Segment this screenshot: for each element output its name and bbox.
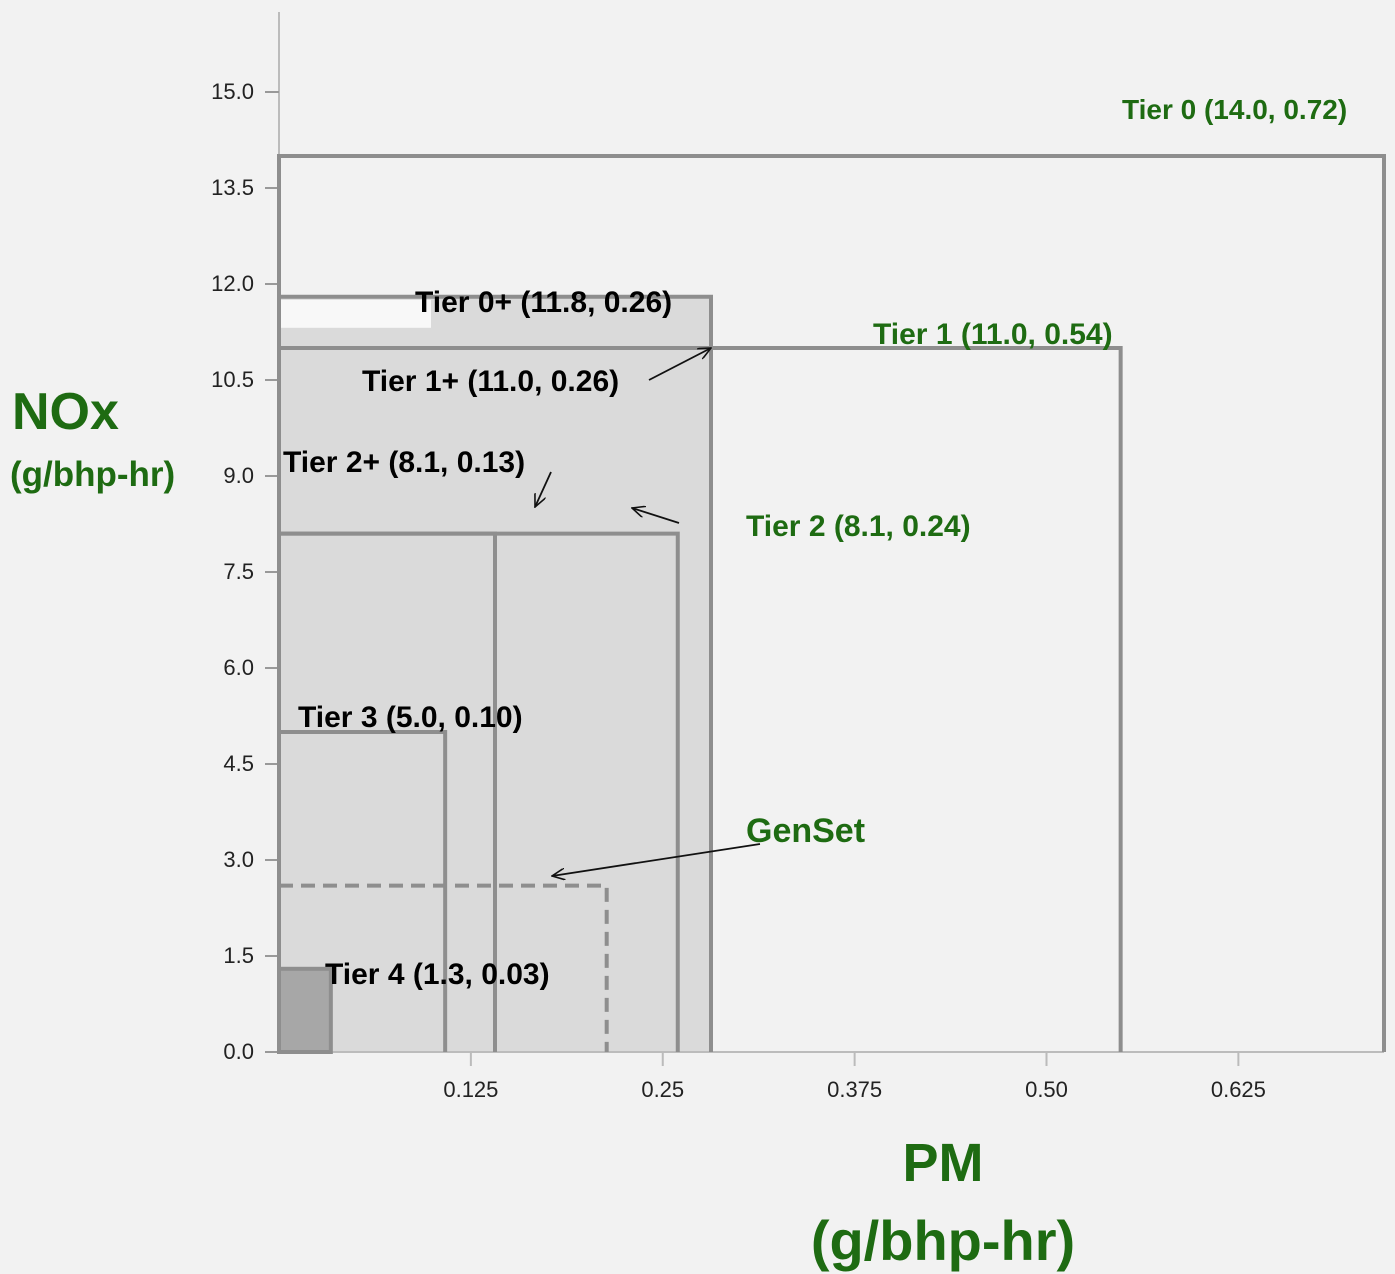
tier-0-label: Tier 0 (14.0, 0.72) bbox=[1122, 94, 1347, 125]
y-tick-label: 3.0 bbox=[223, 847, 254, 872]
y-tick-label: 1.5 bbox=[223, 943, 254, 968]
tier-1-label: Tier 1 (11.0, 0.54) bbox=[873, 318, 1113, 351]
tier-1-plus-arrow bbox=[648, 348, 711, 381]
y-tick-label: 9.0 bbox=[223, 463, 254, 488]
y-axis-title: NOx bbox=[12, 383, 119, 441]
x-tick-label: 0.375 bbox=[827, 1077, 882, 1102]
y-tick-label: 0.0 bbox=[223, 1039, 254, 1064]
y-tick-label: 10.5 bbox=[211, 367, 254, 392]
tier-3-outline bbox=[277, 730, 448, 1052]
x-axis-unit: (g/bhp-hr) bbox=[810, 1209, 1076, 1272]
tier-4-box bbox=[277, 966, 333, 1054]
tier-3-label: Tier 3 (5.0, 0.10) bbox=[298, 701, 523, 734]
tier-2-label: Tier 2 (8.1, 0.24) bbox=[746, 510, 971, 543]
y-axis-unit: (g/bhp-hr) bbox=[10, 455, 176, 494]
tier-2-arrow bbox=[632, 508, 680, 524]
x-axis-title: PM bbox=[902, 1133, 984, 1193]
y-tick-label: 13.5 bbox=[211, 175, 254, 200]
x-tick-label: 0.25 bbox=[641, 1077, 684, 1102]
genset-label: GenSet bbox=[746, 812, 865, 850]
genset-arrow bbox=[552, 843, 761, 876]
tier-4-label: Tier 4 (1.3, 0.03) bbox=[325, 958, 550, 991]
x-tick-label: 0.50 bbox=[1025, 1077, 1068, 1102]
tier-2-plus-label: Tier 2+ (8.1, 0.13) bbox=[283, 446, 525, 479]
y-tick-label: 4.5 bbox=[223, 751, 254, 776]
x-tick-label: 0.125 bbox=[443, 1077, 498, 1102]
x-tick-label: 0.625 bbox=[1211, 1077, 1266, 1102]
y-tick-label: 12.0 bbox=[211, 271, 254, 296]
y-tick-label: 7.5 bbox=[223, 559, 254, 584]
tier-0-plus-label: Tier 0+ (11.8, 0.26) bbox=[415, 286, 672, 319]
tier-1-plus-label: Tier 1+ (11.0, 0.26) bbox=[362, 365, 619, 398]
y-tick-label: 15.0 bbox=[211, 79, 254, 104]
tier-2-plus-arrow bbox=[535, 471, 552, 507]
y-tick-label: 6.0 bbox=[223, 655, 254, 680]
shaded-highlight bbox=[281, 299, 431, 328]
